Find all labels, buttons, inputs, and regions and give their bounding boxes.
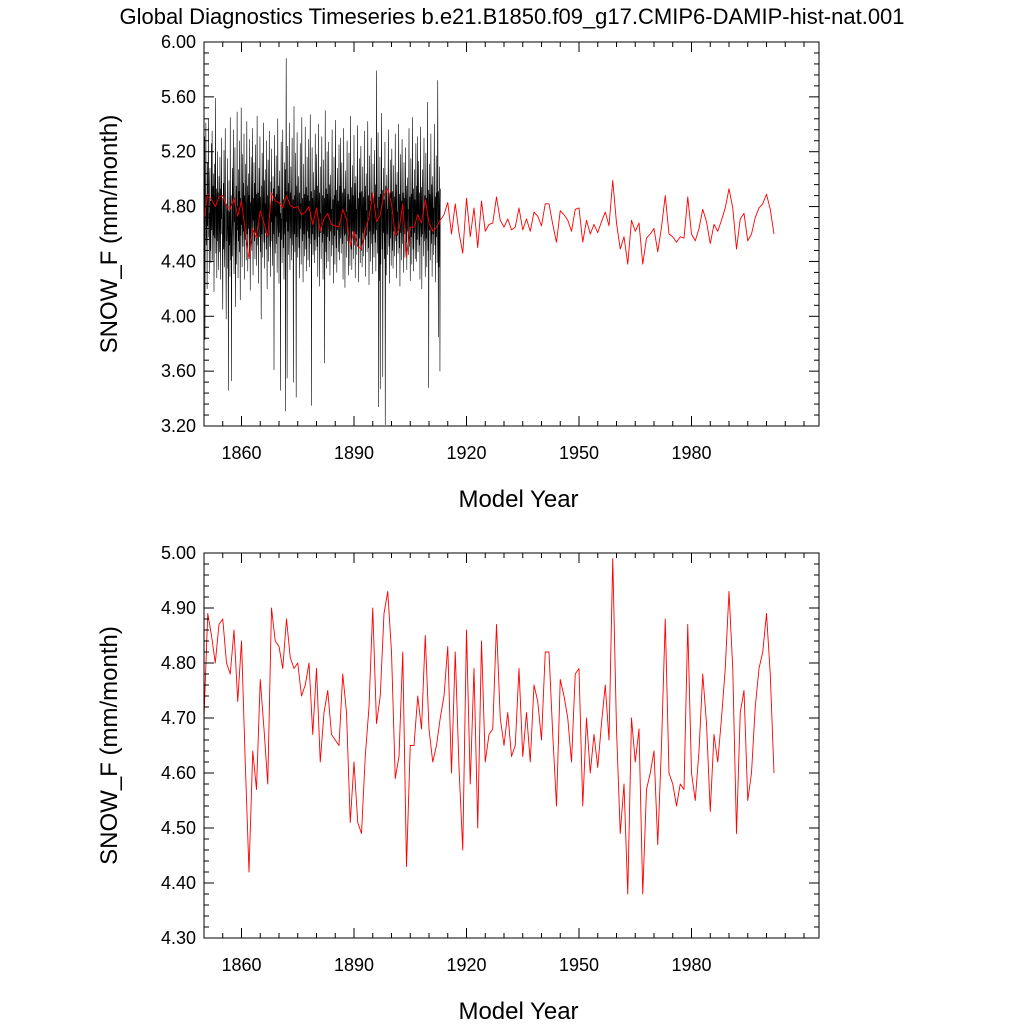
y-axis-label: SNOW_F (mm/month) (96, 626, 123, 865)
y-tick-label: 5.00 (161, 543, 196, 563)
y-tick-label: 5.60 (161, 87, 196, 107)
y-tick-label: 4.60 (161, 763, 196, 783)
x-tick-label: 1860 (221, 955, 261, 975)
x-tick-label: 1950 (559, 443, 599, 463)
x-tick-label: 1980 (671, 443, 711, 463)
y-tick-label: 4.70 (161, 708, 196, 728)
series-line-0-0 (204, 58, 441, 425)
x-tick-label: 1890 (334, 443, 374, 463)
x-tick-label: 1950 (559, 955, 599, 975)
y-tick-label: 4.40 (161, 873, 196, 893)
figure-title: Global Diagnostics Timeseries b.e21.B185… (119, 4, 904, 29)
x-tick-label: 1860 (221, 443, 261, 463)
x-axis-label: Model Year (458, 486, 578, 513)
y-tick-label: 4.90 (161, 598, 196, 618)
series-line-1-0 (204, 558, 775, 895)
x-tick-label: 1920 (446, 955, 486, 975)
x-tick-label: 1980 (671, 955, 711, 975)
plot-frame (203, 552, 820, 939)
plot-frame (203, 41, 820, 427)
y-tick-label: 4.00 (161, 306, 196, 326)
y-tick-label: 4.80 (161, 197, 196, 217)
y-tick-label: 4.80 (161, 653, 196, 673)
top-panel: 1860 1890 1920 1950 1980 3.20 3.60 4.00 4.40 4.80… (96, 32, 820, 513)
y-tick-label: 3.60 (161, 361, 196, 381)
y-tick-label: 3.20 (161, 416, 196, 436)
y-tick-label: 4.40 (161, 251, 196, 271)
y-tick-label: 4.30 (161, 928, 196, 948)
y-tick-label: 5.20 (161, 142, 196, 162)
y-tick-label: 4.50 (161, 818, 196, 838)
y-axis-label: SNOW_F (mm/month) (96, 115, 123, 354)
y-tick-label: 6.00 (161, 32, 196, 52)
bottom-panel: 1860 1890 1920 1950 1980 4.30 4.40 4.50 4.60 4.70… (96, 543, 820, 1024)
x-tick-label: 1920 (446, 443, 486, 463)
x-axis-label: Model Year (458, 998, 578, 1024)
series-line-0-1 (204, 180, 775, 265)
x-tick-label: 1890 (334, 955, 374, 975)
